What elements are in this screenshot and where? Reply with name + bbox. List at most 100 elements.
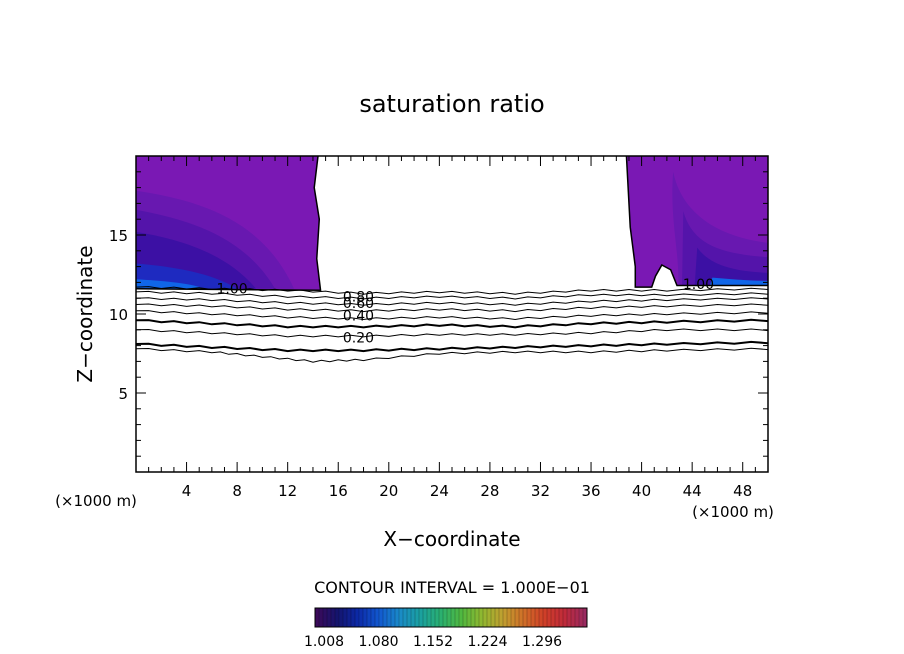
colorbar-cell xyxy=(499,608,504,627)
contour-line xyxy=(136,328,768,338)
contour-labels-layer: 1.00 1.00 0.800.600.40 0.20 xyxy=(216,277,714,347)
colorbar-cell xyxy=(443,608,448,627)
colorbar-cell xyxy=(359,608,364,627)
contour-lines-layer xyxy=(136,286,768,363)
colorbar-tick-label: 1.224 xyxy=(467,634,507,650)
colorbar-tick-labels: 1.008 1.080 1.152 1.224 1.296 xyxy=(304,634,562,650)
colorbar-cell xyxy=(475,608,480,627)
colorbar-cell xyxy=(539,608,544,627)
colorbar-cell xyxy=(551,608,556,627)
colorbar-cell xyxy=(351,608,356,627)
colorbar-cell xyxy=(567,608,572,627)
contour-interval-text: CONTOUR INTERVAL = 1.000E−01 xyxy=(314,578,590,597)
colorbar-cell xyxy=(575,608,580,627)
x-tick-label: 24 xyxy=(430,482,449,500)
colorbar-cell xyxy=(495,608,500,627)
colorbar-cell xyxy=(483,608,488,627)
x-tick-label: 16 xyxy=(329,482,348,500)
colorbar-cell xyxy=(399,608,404,627)
colorbar-cell xyxy=(527,608,532,627)
colorbar-cell xyxy=(571,608,576,627)
chart-title: saturation ratio xyxy=(359,90,544,118)
colorbar-tick-label: 1.152 xyxy=(413,634,453,650)
contour-line xyxy=(136,347,768,363)
contour-line xyxy=(136,286,768,295)
colorbar-cell xyxy=(435,608,440,627)
y-tick-label: 5 xyxy=(118,385,128,403)
colorbar-cell xyxy=(383,608,388,627)
colorbar xyxy=(314,608,588,627)
contour-line xyxy=(136,303,768,313)
contour-label: 0.40 xyxy=(343,309,374,325)
y-tick-label: 15 xyxy=(109,227,128,245)
colorbar-cell xyxy=(339,608,344,627)
colorbar-cell xyxy=(487,608,492,627)
contour-line xyxy=(136,340,768,353)
colorbar-cell xyxy=(407,608,412,627)
y-axis-label: Z−coordinate xyxy=(73,245,97,382)
colorbar-cell xyxy=(391,608,396,627)
colorbar-cell xyxy=(355,608,360,627)
colorbar-cell xyxy=(547,608,552,627)
left-region-outline xyxy=(136,156,322,292)
x-tick-label: 40 xyxy=(632,482,651,500)
colorbar-cell xyxy=(411,608,416,627)
x-tick-label: 32 xyxy=(531,482,550,500)
contour-label: 0.80 xyxy=(343,290,374,306)
colorbar-cell xyxy=(479,608,484,627)
contour-label: 1.00 xyxy=(216,282,247,298)
colorbar-cell xyxy=(327,608,332,627)
colorbar-cell xyxy=(507,608,512,627)
x-unit-right: (×1000 m) xyxy=(692,503,774,521)
right-region-outline xyxy=(625,156,768,288)
colorbar-cell xyxy=(531,608,536,627)
right-region-band xyxy=(709,277,768,286)
colorbar-cell xyxy=(439,608,444,627)
colorbar-cell xyxy=(515,608,520,627)
colorbar-cell xyxy=(343,608,348,627)
colorbar-cell xyxy=(491,608,496,627)
colorbar-cell xyxy=(519,608,524,627)
colorbar-cell xyxy=(423,608,428,627)
supersaturated-fill-layer xyxy=(136,156,768,292)
contour-label: 1.00 xyxy=(683,277,714,293)
colorbar-cell xyxy=(323,608,328,627)
colorbar-cell xyxy=(459,608,464,627)
x-tick-label: 20 xyxy=(379,482,398,500)
x-tick-label: 12 xyxy=(278,482,297,500)
contour-line xyxy=(136,310,768,321)
colorbar-cell xyxy=(447,608,452,627)
colorbar-cell xyxy=(523,608,528,627)
colorbar-tick-label: 1.080 xyxy=(358,634,398,650)
colorbar-cell xyxy=(347,608,352,627)
contour-line xyxy=(136,318,768,329)
colorbar-cell xyxy=(471,608,476,627)
contour-label: 0.20 xyxy=(343,331,374,347)
colorbar-cell xyxy=(375,608,380,627)
colorbar-cell xyxy=(559,608,564,627)
colorbar-cell xyxy=(363,608,368,627)
colorbar-cell xyxy=(467,608,472,627)
colorbar-cell xyxy=(427,608,432,627)
colorbar-cell xyxy=(579,608,584,627)
colorbar-cell xyxy=(463,608,468,627)
contour-line xyxy=(136,290,768,300)
colorbar-cell xyxy=(563,608,568,627)
x-unit-left: (×1000 m) xyxy=(55,492,137,510)
right-region-band xyxy=(694,247,768,286)
colorbar-cell xyxy=(379,608,384,627)
x-tick-label: 48 xyxy=(733,482,752,500)
colorbar-cell xyxy=(319,608,324,627)
colorbar-frame xyxy=(314,607,588,628)
colorbar-cell xyxy=(543,608,548,627)
colorbar-cell xyxy=(431,608,436,627)
colorbar-cell xyxy=(387,608,392,627)
left-region-band xyxy=(136,279,206,289)
colorbar-cell xyxy=(451,608,456,627)
x-tick-label: 4 xyxy=(182,482,192,500)
x-axis-label: X−coordinate xyxy=(383,527,520,551)
colorbar-cell xyxy=(371,608,376,627)
colorbar-cell xyxy=(535,608,540,627)
